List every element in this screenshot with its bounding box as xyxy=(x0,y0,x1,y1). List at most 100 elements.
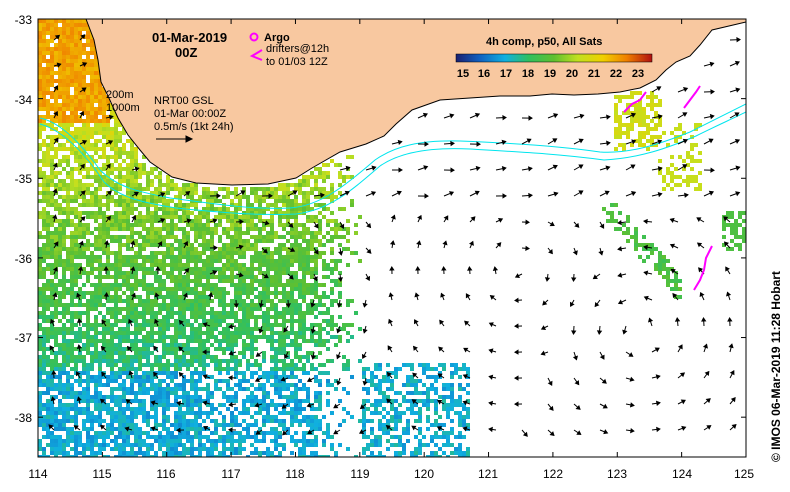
sst-pixel xyxy=(42,315,46,319)
sst-pixel xyxy=(138,167,142,171)
sst-pixel xyxy=(274,303,278,307)
sst-pixel xyxy=(218,323,222,327)
sst-pixel xyxy=(42,355,46,359)
sst-pixel xyxy=(78,71,82,75)
sst-pixel xyxy=(158,291,162,295)
sst-pixel xyxy=(274,307,278,311)
sst-pixel xyxy=(82,427,86,431)
sst-pixel xyxy=(74,47,78,51)
sst-pixel xyxy=(254,275,258,279)
sst-pixel xyxy=(154,175,158,179)
sst-pixel xyxy=(90,43,94,47)
sst-pixel xyxy=(138,263,142,267)
sst-pixel xyxy=(314,295,318,299)
sst-pixel xyxy=(694,175,698,179)
sst-pixel xyxy=(74,119,78,123)
sst-pixel xyxy=(306,219,310,223)
sst-pixel xyxy=(330,219,334,223)
sst-pixel xyxy=(70,175,74,179)
sst-pixel xyxy=(258,291,262,295)
sst-pixel xyxy=(650,103,654,107)
sst-pixel xyxy=(318,231,322,235)
sst-pixel xyxy=(206,203,210,207)
sst-pixel xyxy=(206,215,210,219)
sst-pixel xyxy=(166,451,170,455)
sst-pixel xyxy=(90,103,94,107)
sst-pixel xyxy=(142,379,146,383)
sst-pixel xyxy=(262,279,266,283)
sst-pixel xyxy=(158,199,162,203)
sst-pixel xyxy=(122,219,126,223)
sst-pixel xyxy=(98,291,102,295)
sst-pixel xyxy=(118,167,122,171)
sst-pixel xyxy=(186,239,190,243)
sst-pixel xyxy=(626,215,630,219)
sst-pixel xyxy=(38,391,42,395)
sst-pixel xyxy=(194,319,198,323)
sst-pixel xyxy=(442,423,446,427)
sst-pixel xyxy=(630,235,634,239)
sst-pixel xyxy=(254,267,258,271)
sst-pixel xyxy=(46,111,50,115)
sst-pixel xyxy=(126,299,130,303)
sst-pixel xyxy=(86,375,90,379)
sst-pixel xyxy=(162,363,166,367)
sst-pixel xyxy=(158,267,162,271)
sst-pixel xyxy=(42,107,46,111)
sst-pixel xyxy=(86,155,90,159)
sst-pixel xyxy=(74,447,78,451)
sst-pixel xyxy=(62,183,66,187)
sst-pixel xyxy=(162,439,166,443)
sst-pixel xyxy=(130,315,134,319)
sst-pixel xyxy=(98,87,102,91)
sst-pixel xyxy=(114,151,118,155)
sst-pixel xyxy=(270,299,274,303)
sst-pixel xyxy=(266,291,270,295)
sst-pixel xyxy=(58,391,62,395)
sst-pixel xyxy=(250,311,254,315)
sst-pixel xyxy=(646,103,650,107)
sst-pixel xyxy=(70,303,74,307)
sst-pixel xyxy=(262,395,266,399)
sst-pixel xyxy=(126,239,130,243)
sst-pixel xyxy=(150,447,154,451)
sst-pixel xyxy=(150,215,154,219)
sst-pixel xyxy=(166,251,170,255)
sst-pixel xyxy=(150,271,154,275)
sst-pixel xyxy=(302,435,306,439)
sst-pixel xyxy=(166,419,170,423)
sst-pixel xyxy=(138,443,142,447)
sst-pixel xyxy=(226,235,230,239)
sst-pixel xyxy=(322,291,326,295)
sst-pixel xyxy=(154,359,158,363)
sst-pixel xyxy=(66,171,70,175)
sst-pixel xyxy=(226,243,230,247)
sst-pixel xyxy=(194,191,198,195)
sst-pixel xyxy=(302,439,306,443)
sst-pixel xyxy=(214,367,218,371)
sst-pixel xyxy=(678,287,682,291)
sst-pixel xyxy=(218,271,222,275)
sst-pixel xyxy=(106,379,110,383)
sst-pixel xyxy=(454,363,458,367)
sst-pixel xyxy=(654,247,658,251)
sst-pixel xyxy=(262,247,266,251)
sst-pixel xyxy=(74,399,78,403)
sst-pixel xyxy=(154,303,158,307)
sst-pixel xyxy=(358,359,362,363)
sst-pixel xyxy=(110,363,114,367)
sst-pixel xyxy=(434,419,438,423)
sst-pixel xyxy=(70,43,74,47)
sst-pixel xyxy=(286,195,290,199)
sst-pixel xyxy=(266,203,270,207)
sst-pixel xyxy=(62,167,66,171)
sst-pixel xyxy=(198,355,202,359)
sst-pixel xyxy=(98,267,102,271)
sst-pixel xyxy=(70,259,74,263)
sst-pixel xyxy=(38,71,42,75)
sst-pixel xyxy=(250,315,254,319)
sst-pixel xyxy=(82,27,86,31)
sst-pixel xyxy=(218,311,222,315)
sst-pixel xyxy=(138,367,142,371)
sst-pixel xyxy=(166,199,170,203)
